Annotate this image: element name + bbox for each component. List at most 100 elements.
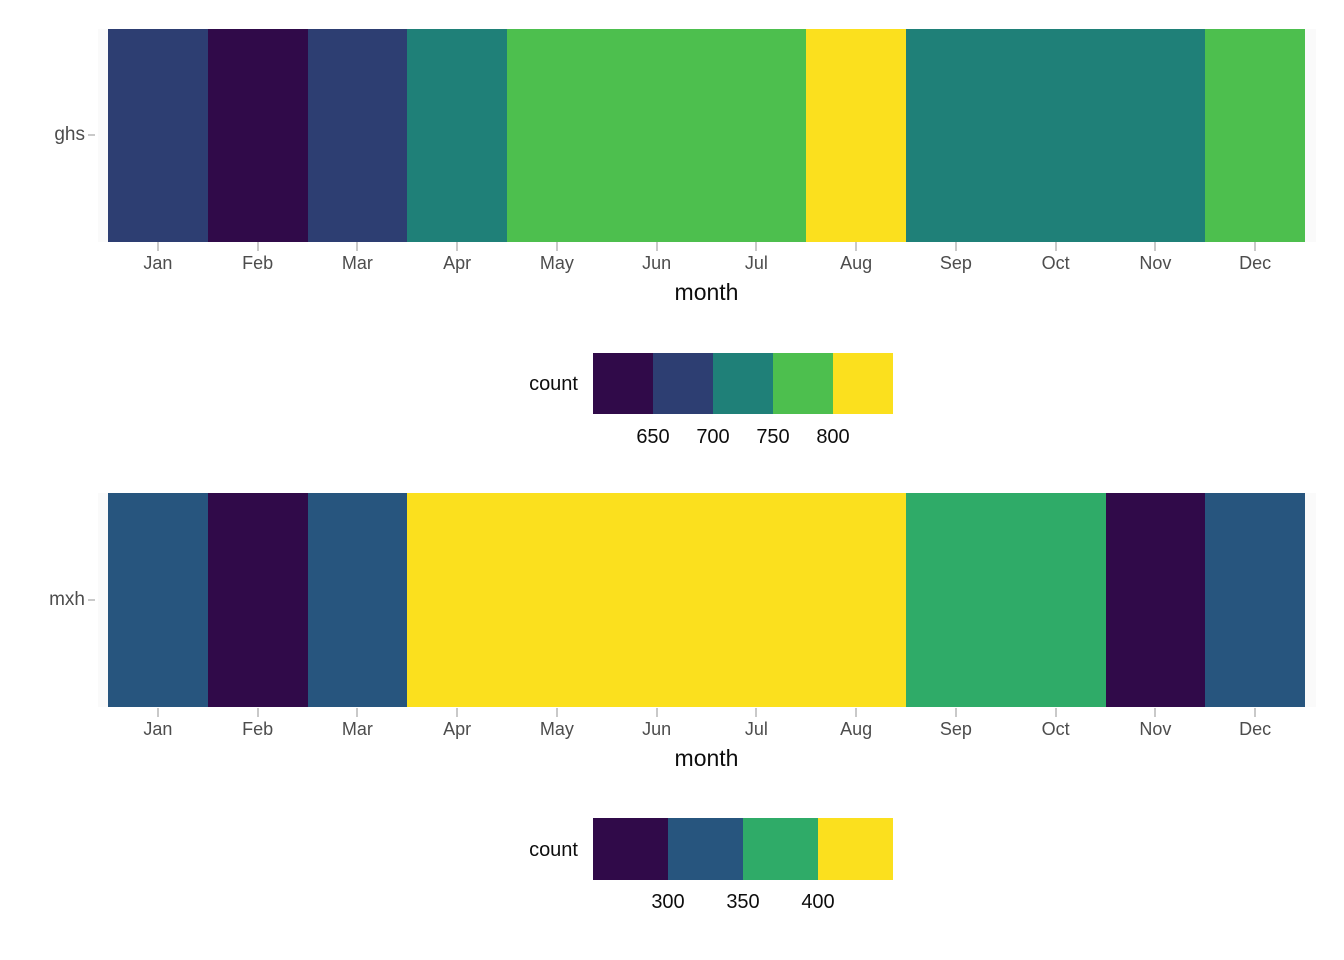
- heatmap-cell-jun: [606, 29, 707, 242]
- x-axis-label-feb: Feb: [242, 719, 274, 739]
- x-axis-tick-sep: [906, 242, 1006, 251]
- x-axis-label-oct: Oct: [1041, 253, 1070, 273]
- tick-mark: [655, 708, 658, 717]
- heatmap-cell-dec: [1205, 29, 1305, 242]
- heatmap-cell-sep: [906, 29, 1006, 242]
- x-axis-tick-jan: [108, 242, 208, 251]
- legend-swatch-700-750: [713, 353, 773, 414]
- heatmap-cell-sep: [906, 493, 1006, 707]
- x-axis-tick-nov: [1106, 242, 1206, 251]
- x-axis-label-feb: Feb: [242, 253, 274, 273]
- legend-colorbar: [593, 353, 893, 414]
- tick-mark: [1154, 708, 1157, 717]
- tick-mark: [156, 708, 159, 717]
- x-axis-label-oct: Oct: [1041, 719, 1070, 739]
- y-axis-tick: [88, 134, 95, 136]
- x-axis-tick-oct: [1006, 708, 1106, 717]
- heatmap-row: [108, 493, 1305, 707]
- y-axis-label: mxh: [49, 589, 85, 610]
- legend-tick-label-400: 400: [801, 891, 835, 913]
- x-axis-tick-oct: [1006, 242, 1106, 251]
- tick-mark: [1254, 708, 1257, 717]
- x-axis-tick-jul: [707, 242, 807, 251]
- x-axis-tick-jun: [607, 242, 707, 251]
- x-axis-tick-jan: [108, 708, 208, 717]
- heatmap-cell-nov: [1105, 29, 1206, 242]
- heatmap-cell-feb: [207, 493, 308, 707]
- x-axis-ticks: [108, 708, 1305, 717]
- tick-mark: [356, 242, 359, 251]
- heatmap-cell-apr: [407, 493, 507, 707]
- legend-tick-labels: 300 350 400: [593, 890, 893, 914]
- x-axis-tick-sep: [906, 708, 1006, 717]
- legend-swatch-350-400: [743, 818, 818, 880]
- x-axis-tick-mar: [308, 242, 408, 251]
- tick-mark: [954, 242, 957, 251]
- tick-mark: [555, 242, 558, 251]
- tick-mark: [755, 708, 758, 717]
- heatmap-row: [108, 29, 1305, 242]
- heatmap-cell-dec: [1205, 493, 1305, 707]
- x-axis-tick-mar: [308, 708, 408, 717]
- legend-title: count: [529, 839, 578, 861]
- x-axis-tick-may: [507, 708, 607, 717]
- tick-mark: [1054, 708, 1057, 717]
- x-axis-label-mar: Mar: [341, 253, 373, 273]
- heatmap-cell-aug: [806, 29, 906, 242]
- x-axis-tick-feb: [208, 708, 308, 717]
- tick-mark: [356, 708, 359, 717]
- x-axis-tick-may: [507, 242, 607, 251]
- tick-mark: [555, 708, 558, 717]
- legend-tick-label-650: 650: [636, 426, 670, 448]
- x-axis-tick-apr: [407, 708, 507, 717]
- x-axis-label-mar: Mar: [341, 719, 373, 739]
- x-axis-label-may: May: [539, 253, 574, 273]
- x-axis-label-nov: Nov: [1139, 253, 1172, 273]
- tick-mark: [1154, 242, 1157, 251]
- x-axis-label-jun: Jun: [642, 253, 672, 273]
- tick-mark: [855, 708, 858, 717]
- heatmap-cell-jan: [108, 29, 208, 242]
- tick-mark: [456, 242, 459, 251]
- x-axis-tick-dec: [1205, 708, 1305, 717]
- x-axis-tick-aug: [806, 708, 906, 717]
- tick-mark: [855, 242, 858, 251]
- tick-mark: [755, 242, 758, 251]
- x-axis-tick-aug: [806, 242, 906, 251]
- x-axis-label-jul: Jul: [744, 253, 768, 273]
- y-axis-label: ghs: [54, 124, 85, 145]
- legend-tick-labels: 650 700 750 800: [593, 425, 893, 449]
- x-axis-label-jul: Jul: [744, 719, 768, 739]
- tick-mark: [1054, 242, 1057, 251]
- x-axis-tick-jun: [607, 708, 707, 717]
- x-axis-tick-jul: [707, 708, 807, 717]
- tick-mark: [655, 242, 658, 251]
- heatmap-cell-nov: [1105, 493, 1206, 707]
- x-axis-tick-apr: [407, 242, 507, 251]
- x-axis-title: month: [674, 279, 739, 305]
- x-axis-label-sep: Sep: [939, 253, 972, 273]
- x-axis-tick-dec: [1205, 242, 1305, 251]
- heatmap-cell-mar: [307, 493, 408, 707]
- x-axis-labels: Jan Feb Mar Apr May Jun Jul Aug Sep Oct Nov Dec: [108, 252, 1305, 274]
- tick-mark: [954, 708, 957, 717]
- legend-title: count: [529, 373, 578, 395]
- x-axis-label-dec: Dec: [1239, 719, 1272, 739]
- heatmap-cell-apr: [407, 29, 507, 242]
- heatmap-cell-aug: [806, 493, 906, 707]
- x-axis-label-jan: Jan: [143, 719, 173, 739]
- x-axis-label-may: May: [539, 719, 574, 739]
- x-axis-label-jun: Jun: [642, 719, 672, 739]
- x-axis-label-dec: Dec: [1239, 253, 1272, 273]
- heatmap-cell-may: [507, 29, 607, 242]
- x-axis-label-nov: Nov: [1139, 719, 1172, 739]
- legend-tick-label-350: 350: [726, 891, 760, 913]
- x-axis-label-aug: Aug: [840, 719, 873, 739]
- legend-swatch-750-800: [773, 353, 833, 414]
- legend-colorbar: [593, 818, 893, 880]
- heatmap-cell-jul: [706, 29, 807, 242]
- heatmap-cell-mar: [307, 29, 408, 242]
- x-axis-labels: Jan Feb Mar Apr May Jun Jul Aug Sep Oct Nov Dec: [108, 718, 1305, 740]
- x-axis-title: month: [674, 745, 739, 771]
